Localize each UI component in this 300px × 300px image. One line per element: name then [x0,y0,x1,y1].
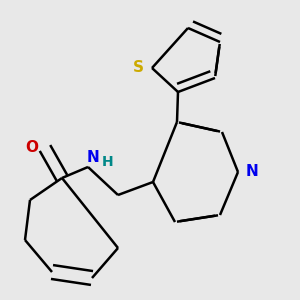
Text: N: N [246,164,258,179]
Text: S: S [133,61,143,76]
Text: O: O [26,140,38,155]
Text: N: N [87,151,99,166]
Text: H: H [102,155,114,169]
